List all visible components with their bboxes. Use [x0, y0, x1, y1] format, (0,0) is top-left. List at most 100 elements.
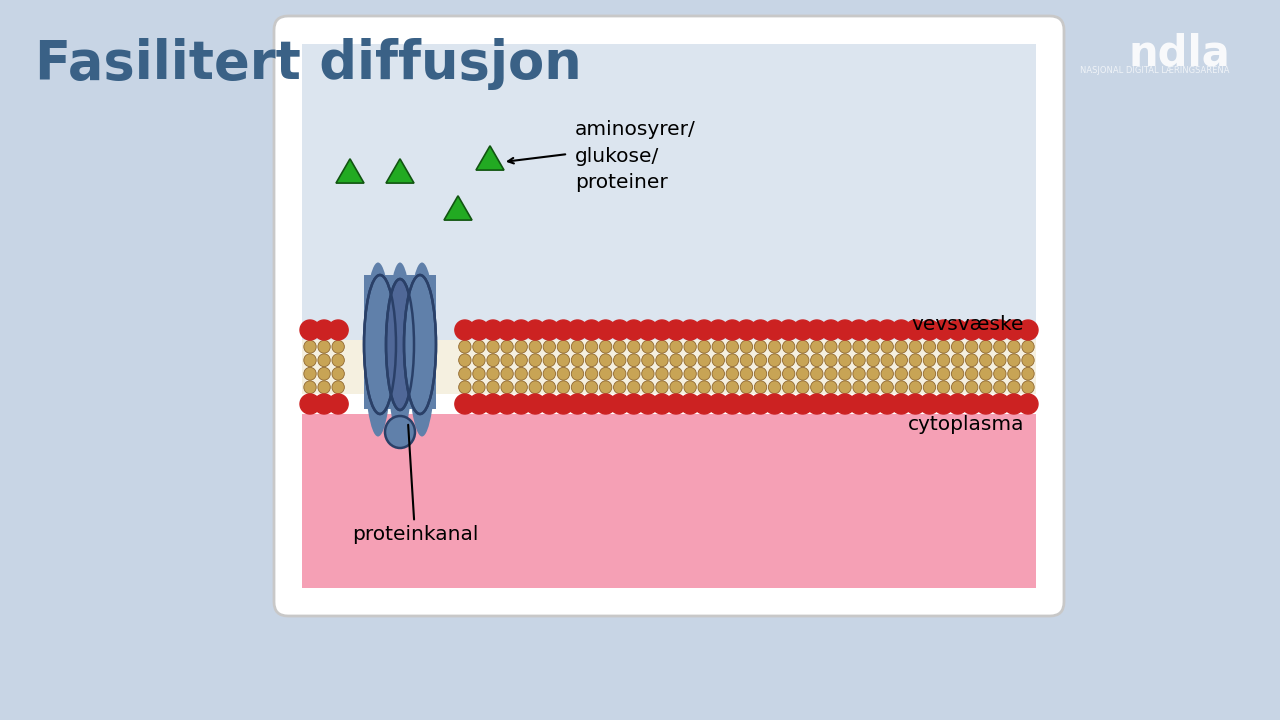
Circle shape — [553, 320, 573, 340]
Ellipse shape — [712, 354, 724, 366]
Ellipse shape — [909, 354, 922, 366]
Ellipse shape — [852, 367, 865, 380]
Ellipse shape — [515, 354, 527, 366]
Ellipse shape — [364, 275, 396, 414]
Ellipse shape — [1007, 354, 1020, 366]
Ellipse shape — [472, 341, 485, 354]
Ellipse shape — [1007, 367, 1020, 380]
Circle shape — [609, 394, 630, 414]
Ellipse shape — [810, 381, 823, 394]
Ellipse shape — [458, 381, 471, 394]
Ellipse shape — [303, 381, 316, 394]
Ellipse shape — [317, 354, 330, 366]
Circle shape — [961, 320, 982, 340]
Ellipse shape — [838, 341, 851, 354]
Ellipse shape — [317, 341, 330, 354]
Ellipse shape — [585, 367, 598, 380]
Circle shape — [835, 320, 855, 340]
Ellipse shape — [993, 341, 1006, 354]
Ellipse shape — [332, 341, 344, 354]
Ellipse shape — [951, 367, 964, 380]
Ellipse shape — [838, 367, 851, 380]
Circle shape — [468, 320, 489, 340]
Ellipse shape — [571, 341, 584, 354]
Ellipse shape — [895, 381, 908, 394]
Ellipse shape — [613, 354, 626, 366]
Ellipse shape — [712, 341, 724, 354]
Ellipse shape — [684, 381, 696, 394]
Ellipse shape — [655, 341, 668, 354]
Ellipse shape — [782, 341, 795, 354]
Ellipse shape — [408, 263, 436, 436]
Ellipse shape — [768, 354, 781, 366]
Ellipse shape — [768, 367, 781, 380]
Circle shape — [595, 320, 616, 340]
Ellipse shape — [332, 381, 344, 394]
Circle shape — [708, 394, 728, 414]
Text: vevsvæske: vevsvæske — [911, 315, 1024, 334]
Ellipse shape — [852, 381, 865, 394]
Circle shape — [905, 394, 925, 414]
Ellipse shape — [655, 367, 668, 380]
Ellipse shape — [1021, 381, 1034, 394]
Circle shape — [483, 320, 503, 340]
Ellipse shape — [740, 367, 753, 380]
Ellipse shape — [684, 341, 696, 354]
Circle shape — [454, 320, 475, 340]
Ellipse shape — [965, 354, 978, 366]
Circle shape — [468, 394, 489, 414]
Ellipse shape — [486, 354, 499, 366]
Circle shape — [849, 394, 869, 414]
Ellipse shape — [557, 354, 570, 366]
Ellipse shape — [923, 341, 936, 354]
Circle shape — [933, 394, 954, 414]
Ellipse shape — [796, 381, 809, 394]
Circle shape — [905, 320, 925, 340]
Circle shape — [750, 394, 771, 414]
Circle shape — [863, 394, 883, 414]
Ellipse shape — [768, 341, 781, 354]
Circle shape — [581, 320, 602, 340]
Ellipse shape — [1021, 354, 1034, 366]
Ellipse shape — [472, 381, 485, 394]
Circle shape — [1018, 320, 1038, 340]
Ellipse shape — [332, 367, 344, 380]
Ellipse shape — [529, 341, 541, 354]
Ellipse shape — [669, 367, 682, 380]
Bar — [302, 44, 1036, 340]
Ellipse shape — [909, 341, 922, 354]
Ellipse shape — [557, 381, 570, 394]
Circle shape — [778, 394, 799, 414]
Ellipse shape — [529, 381, 541, 394]
Circle shape — [877, 320, 897, 340]
FancyBboxPatch shape — [274, 16, 1064, 616]
Ellipse shape — [923, 354, 936, 366]
Ellipse shape — [824, 341, 837, 354]
Ellipse shape — [895, 367, 908, 380]
Ellipse shape — [543, 341, 556, 354]
Text: proteinkanal: proteinkanal — [352, 425, 479, 544]
Ellipse shape — [852, 341, 865, 354]
Ellipse shape — [782, 367, 795, 380]
Circle shape — [680, 320, 700, 340]
Circle shape — [863, 320, 883, 340]
Ellipse shape — [909, 381, 922, 394]
Circle shape — [300, 320, 320, 340]
Ellipse shape — [881, 381, 893, 394]
Circle shape — [553, 394, 573, 414]
Circle shape — [750, 320, 771, 340]
Circle shape — [919, 320, 940, 340]
Ellipse shape — [669, 354, 682, 366]
Text: cytoplasma: cytoplasma — [908, 415, 1024, 434]
Ellipse shape — [684, 354, 696, 366]
Ellipse shape — [1007, 381, 1020, 394]
Circle shape — [849, 320, 869, 340]
Ellipse shape — [627, 341, 640, 354]
Ellipse shape — [712, 367, 724, 380]
Circle shape — [989, 320, 1010, 340]
Circle shape — [567, 320, 588, 340]
Circle shape — [666, 394, 686, 414]
Circle shape — [722, 394, 742, 414]
Circle shape — [637, 394, 658, 414]
Ellipse shape — [810, 341, 823, 354]
